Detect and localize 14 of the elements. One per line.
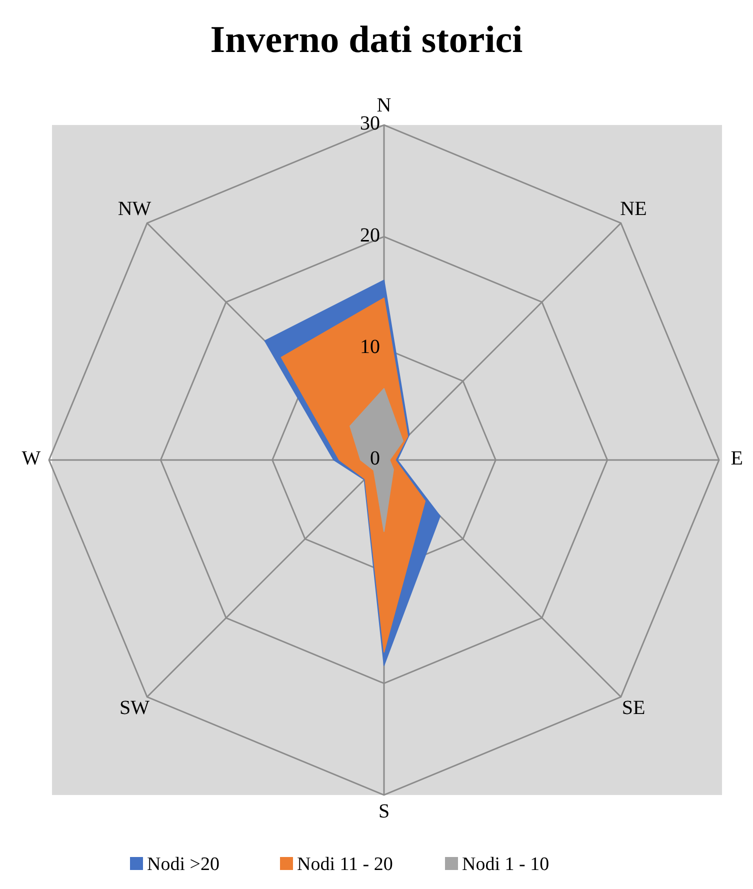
y-tick-label: 10 (360, 336, 380, 358)
spoke-label: W (22, 448, 41, 470)
spoke-label: NW (118, 198, 152, 220)
spoke-label: E (730, 448, 743, 470)
spoke-label: SW (119, 697, 150, 720)
chart-title: Inverno dati storici (210, 19, 523, 61)
spoke-label: S (378, 800, 390, 822)
y-tick-label: 0 (370, 448, 380, 470)
spoke-label: SE (622, 697, 646, 720)
legend-label: Nodi >20 (147, 854, 220, 875)
legend-label: Nodi 11 - 20 (297, 854, 393, 875)
legend-label: Nodi 1 - 10 (462, 854, 550, 875)
spoke-label: NE (620, 198, 647, 220)
y-tick-label: 20 (360, 224, 380, 246)
